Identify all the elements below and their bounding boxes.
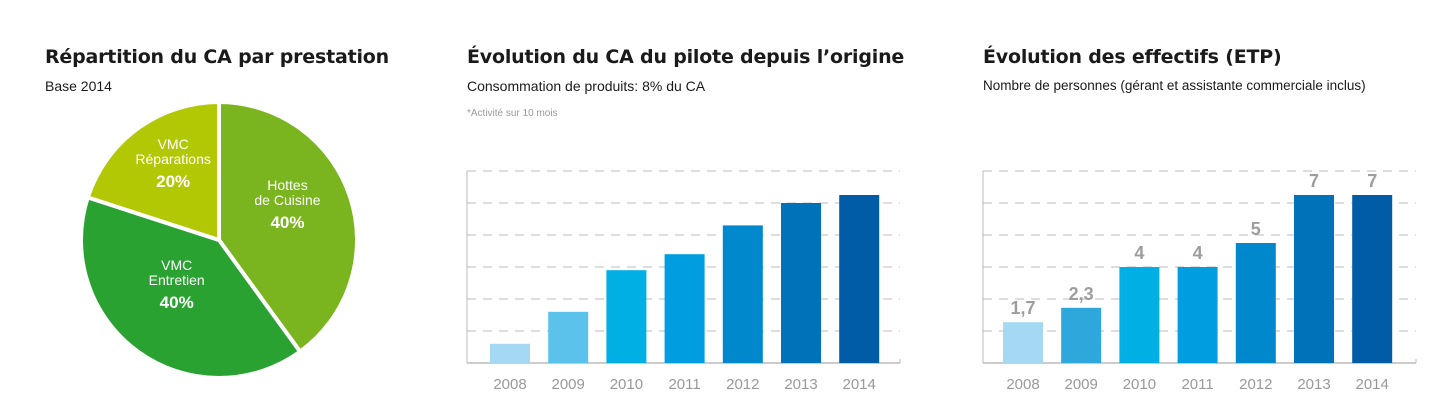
pie-slice-label: VMC [158, 136, 189, 152]
x-tick-label: 2014 [1356, 376, 1389, 393]
bar-value-label: 7 [1367, 171, 1377, 191]
pie-slice [217, 99, 359, 355]
pie-slice-label: VMC [161, 257, 192, 273]
bar [1352, 195, 1393, 363]
x-tick-label: 2011 [1181, 376, 1213, 393]
x-tick-label: 2008 [1006, 376, 1039, 393]
x-tick-label: 2014 [843, 376, 876, 393]
ca-chart-title: Évolution du CA du pilote depuis l’origi… [467, 46, 905, 68]
bar [1003, 322, 1043, 363]
x-tick-label: 2013 [784, 376, 817, 393]
bar [781, 203, 821, 363]
x-tick-label: 2010 [1123, 376, 1156, 393]
bar [1235, 243, 1276, 363]
bar [839, 195, 880, 363]
bar-value-label: 4 [1134, 243, 1144, 263]
bar [1061, 307, 1102, 363]
pie-slice-value: 40% [270, 213, 304, 232]
bar [548, 311, 589, 363]
ca-chart-note: *Activité sur 10 mois [467, 108, 558, 119]
bar-value-label: 5 [1251, 219, 1261, 239]
bar [1119, 267, 1160, 363]
pie-slice-value: 40% [160, 293, 194, 312]
pie-slice-label: Réparations [135, 151, 211, 167]
bar-value-label: 1,7 [1010, 298, 1035, 318]
bar [722, 225, 763, 363]
pie-slice [79, 194, 303, 380]
pie-slice-label: Entretien [149, 272, 205, 288]
x-tick-label: 2009 [1065, 376, 1098, 393]
pie-subtitle: Base 2014 [45, 78, 112, 94]
bar [664, 254, 705, 363]
x-tick-label: 2010 [610, 376, 643, 393]
x-tick-label: 2013 [1297, 376, 1330, 393]
bar-value-label: 7 [1309, 171, 1319, 191]
bar [1177, 267, 1218, 363]
pie-slice-label: de Cuisine [254, 192, 320, 208]
x-tick-label: 2012 [1239, 376, 1272, 393]
bar [1294, 195, 1334, 363]
bar-value-label: 4 [1193, 243, 1203, 263]
etp-chart-title: Évolution des effectifs (ETP) [983, 46, 1282, 68]
x-tick-label: 2011 [668, 376, 700, 393]
x-tick-label: 2012 [726, 376, 759, 393]
bar [490, 343, 530, 363]
bar [606, 270, 647, 363]
etp-chart-subtitle: Nombre de personnes (gérant et assistant… [983, 78, 1366, 93]
pie-slice-value: 20% [156, 172, 190, 191]
ca-chart-subtitle: Consommation de produits: 8% du CA [467, 78, 706, 94]
x-tick-label: 2008 [493, 376, 526, 393]
pie-title: Répartition du CA par prestation [45, 46, 389, 68]
x-tick-label: 2009 [552, 376, 585, 393]
pie-slice [85, 99, 221, 243]
bar-value-label: 2,3 [1069, 284, 1094, 304]
pie-slice-label: Hottes [267, 177, 307, 193]
